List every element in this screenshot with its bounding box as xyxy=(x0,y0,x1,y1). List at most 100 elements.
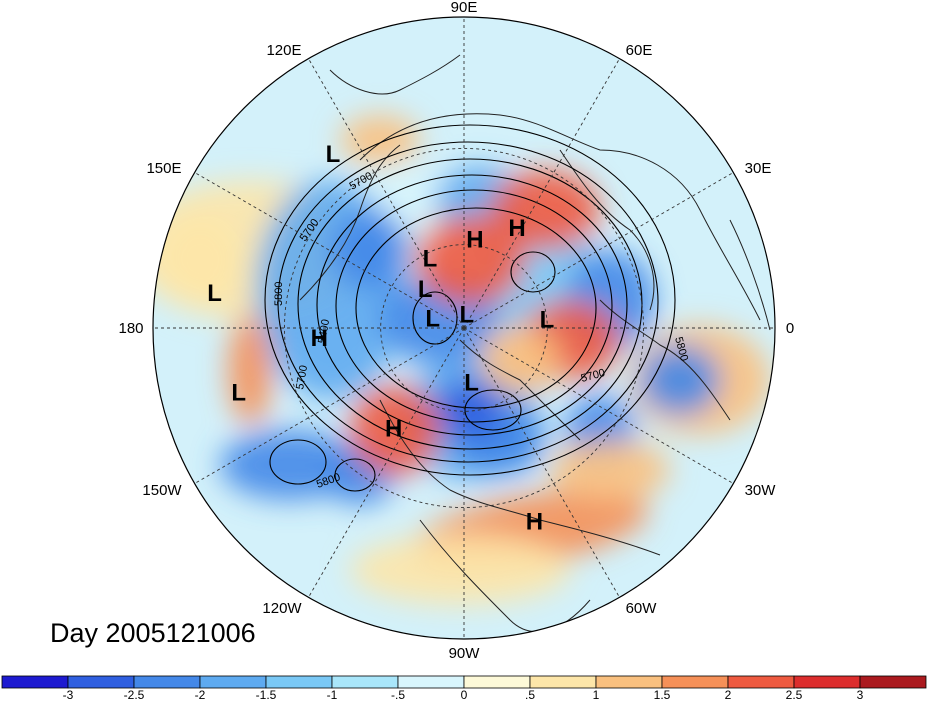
anomaly-region xyxy=(350,385,440,475)
anomaly-region xyxy=(415,215,525,305)
latitude-circle xyxy=(283,147,645,509)
lon-label-60e: 60E xyxy=(626,42,653,59)
color-bar-label: -3 xyxy=(63,688,74,702)
color-bar-label: 0 xyxy=(461,688,468,702)
anomaly-region xyxy=(160,215,240,305)
height-contour xyxy=(335,189,613,423)
height-contour xyxy=(316,174,628,436)
color-bar-label: 1 xyxy=(593,688,600,702)
anomaly-region xyxy=(490,170,600,250)
color-bar-swatch xyxy=(793,675,861,689)
anomaly-region xyxy=(350,535,570,605)
meridian-line xyxy=(463,172,734,329)
anomaly-shading xyxy=(153,115,770,605)
color-bar-label: -1 xyxy=(327,688,338,702)
lon-label-150w: 150W xyxy=(142,482,182,499)
meridian-line xyxy=(463,327,734,484)
lon-label-120w: 120W xyxy=(262,600,302,617)
meridian-line xyxy=(194,327,465,484)
map-disk xyxy=(152,16,776,640)
height-contour xyxy=(264,124,676,476)
coastlines xyxy=(299,54,771,633)
color-bar-swatch xyxy=(331,675,399,689)
lon-label-30e: 30E xyxy=(745,160,772,177)
height-contour xyxy=(510,251,556,293)
lon-label-30w: 30W xyxy=(745,482,777,499)
height-contour xyxy=(269,439,327,485)
low-pressure-marker: L xyxy=(423,245,438,272)
lon-label-150e: 150E xyxy=(146,160,181,177)
high-pressure-marker: H xyxy=(508,215,525,242)
anomaly-region xyxy=(330,210,410,290)
color-bar-swatch xyxy=(397,675,465,689)
coastline xyxy=(359,113,761,321)
graticule xyxy=(153,17,775,639)
lon-label-60w: 60W xyxy=(626,600,658,617)
color-bar-label: -2.5 xyxy=(124,688,145,702)
map-disk-outline xyxy=(152,16,776,640)
low-pressure-marker: L xyxy=(425,305,440,332)
low-pressure-marker: L xyxy=(464,369,479,396)
latitude-circle xyxy=(380,244,548,412)
coastline xyxy=(559,149,655,311)
low-pressure-marker: L xyxy=(326,141,341,168)
color-bar-swatch xyxy=(859,675,927,689)
contour-label: 5400 xyxy=(316,318,332,344)
color-bar-label: .5 xyxy=(525,688,535,702)
anomaly-region xyxy=(480,325,560,395)
color-bar-swatch xyxy=(1,675,69,689)
height-contour xyxy=(464,389,522,431)
color-bar-swatch xyxy=(265,675,333,689)
high-pressure-marker: H xyxy=(466,227,483,254)
meridian-line xyxy=(308,327,465,598)
height-contour xyxy=(277,141,659,463)
coastline xyxy=(729,219,771,331)
color-bar-label: 2.5 xyxy=(786,688,803,702)
height-contour xyxy=(297,158,643,450)
height-contours xyxy=(264,124,676,492)
color-bar-swatch xyxy=(595,675,663,689)
meridian-line xyxy=(194,172,465,329)
height-contour xyxy=(334,458,376,492)
lon-label-180: 180 xyxy=(118,320,143,337)
color-bar-label: 3 xyxy=(857,688,864,702)
coastline xyxy=(459,339,581,441)
meridian-line xyxy=(308,58,465,329)
low-pressure-marker: L xyxy=(207,280,222,307)
color-bar-swatch xyxy=(67,675,135,689)
color-bar-label: 2 xyxy=(725,688,732,702)
day-label: Day 2005121006 xyxy=(50,618,256,648)
anomaly-region xyxy=(550,440,670,500)
color-bar-swatch xyxy=(661,675,729,689)
height-contour xyxy=(412,291,458,345)
low-pressure-marker: L xyxy=(540,306,555,333)
color-bar-label: -.5 xyxy=(391,688,405,702)
low-pressure-marker: L xyxy=(418,276,433,303)
anomaly-region xyxy=(228,315,272,425)
color-bar-label: -1.5 xyxy=(256,688,277,702)
color-bar-label: 1.5 xyxy=(654,688,671,702)
low-pressure-marker: L xyxy=(459,302,474,329)
color-bar-swatch xyxy=(727,675,795,689)
coastline xyxy=(299,144,401,301)
low-pressure-marker: L xyxy=(231,380,246,407)
color-bar-swatch xyxy=(463,675,531,689)
longitude-labels: 90E 60E 30E 0 30W 60W 90W 120W 150W 180 … xyxy=(118,0,794,662)
coastline xyxy=(329,54,461,95)
anomaly-region xyxy=(640,345,720,415)
anomaly-region xyxy=(220,430,360,500)
high-pressure-marker: H xyxy=(311,325,328,352)
color-bar-label: -2 xyxy=(195,688,206,702)
lon-label-90w: 90W xyxy=(449,645,481,662)
high-pressure-marker: H xyxy=(526,508,543,535)
anomaly-region xyxy=(435,380,505,440)
color-bar-swatch xyxy=(529,675,597,689)
color-bar-swatch xyxy=(199,675,267,689)
meridian-line xyxy=(463,327,620,598)
high-pressure-marker: H xyxy=(385,415,402,442)
color-bar-swatch xyxy=(133,675,201,689)
contour-label: 5800 xyxy=(273,282,285,306)
contour-label: 5700 xyxy=(294,364,310,390)
lon-label-90e: 90E xyxy=(451,0,478,16)
